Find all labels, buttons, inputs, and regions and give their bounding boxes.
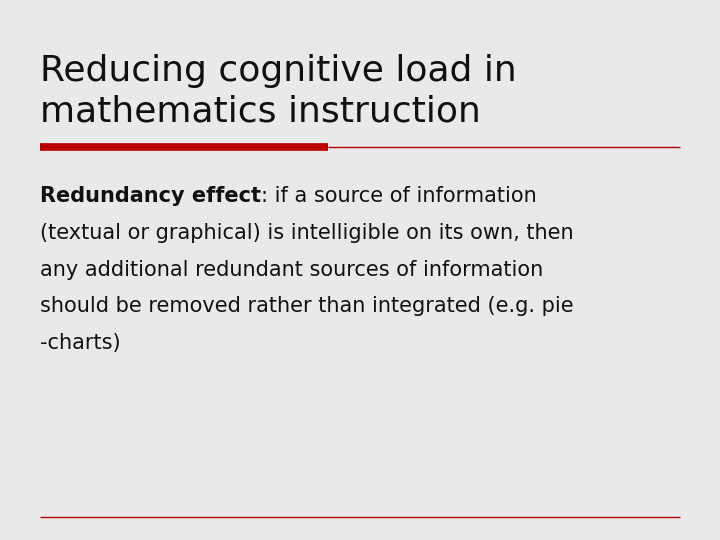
Text: -charts): -charts) bbox=[40, 333, 120, 353]
Text: any additional redundant sources of information: any additional redundant sources of info… bbox=[40, 260, 543, 280]
Text: Redundancy effect: Redundancy effect bbox=[40, 186, 261, 206]
Text: should be removed rather than integrated (e.g. pie: should be removed rather than integrated… bbox=[40, 296, 573, 316]
Text: (textual or graphical) is intelligible on its own, then: (textual or graphical) is intelligible o… bbox=[40, 223, 573, 243]
Text: Reducing cognitive load in
mathematics instruction: Reducing cognitive load in mathematics i… bbox=[40, 54, 516, 129]
Text: : if a source of information: : if a source of information bbox=[261, 186, 536, 206]
